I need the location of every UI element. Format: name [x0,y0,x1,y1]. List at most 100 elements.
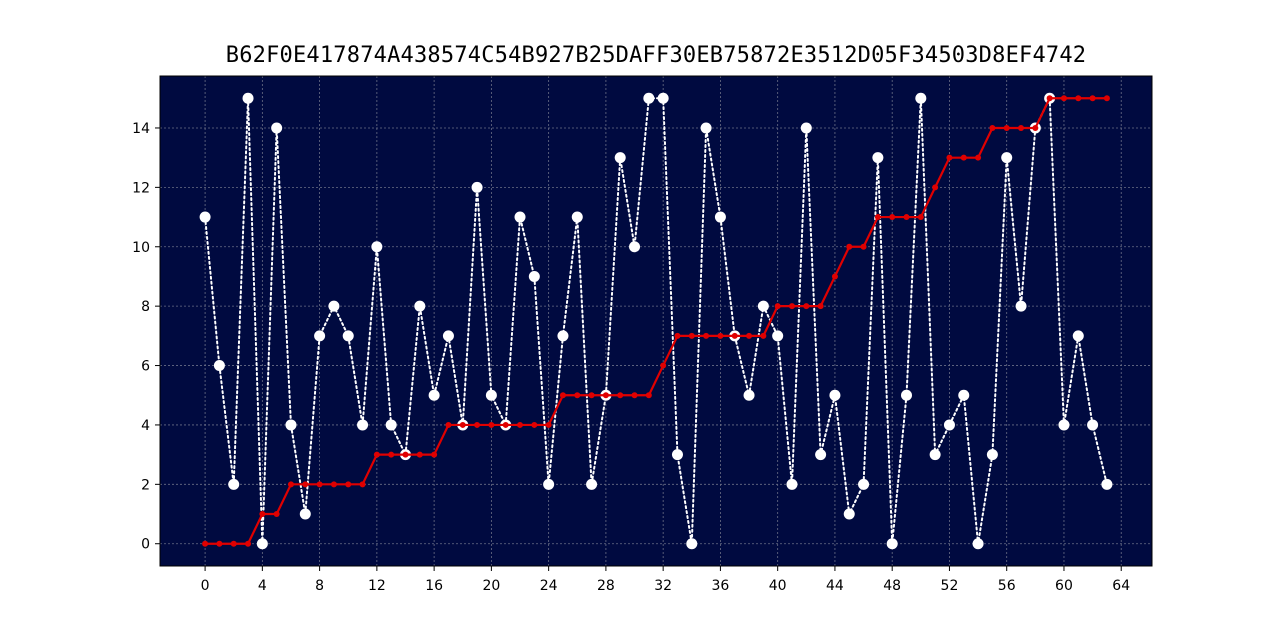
y-tick-label: 2 [141,477,150,493]
series-2-point [674,332,681,339]
series-1-point [958,389,970,401]
y-tick-label: 12 [132,180,150,196]
series-2-point [1003,124,1010,131]
series-1-point [342,330,354,342]
series-2-point [316,481,323,488]
series-2-point [1046,95,1053,102]
series-2-point [831,273,838,280]
series-1-point [757,300,769,312]
series-1-point [271,122,283,134]
series-1-point [700,122,712,134]
series-2-point [517,421,524,428]
series-2-point [717,332,724,339]
series-2-point [903,214,910,221]
series-1-point [929,449,941,461]
series-2-point [1075,95,1082,102]
series-2-point [545,421,552,428]
series-1-point [671,449,683,461]
y-tick-label: 0 [141,537,150,553]
series-2-point [259,511,266,518]
plot-frame [159,75,1153,567]
x-tick-label: 28 [597,578,615,594]
y-tick-label: 6 [141,359,150,375]
series-1-point [586,478,598,490]
series-2-point [731,332,738,339]
series-1-point [972,538,984,550]
series-1-point [285,419,297,431]
x-tick-label: 40 [769,578,787,594]
series-2-point [889,214,896,221]
series-2-point [588,392,595,399]
series-2-point [817,303,824,310]
x-tick-label: 48 [883,578,901,594]
series-1-point [213,360,225,372]
x-tick-label: 0 [201,578,210,594]
series-2-point [1032,124,1039,131]
series-2-point [402,451,409,458]
series-2-point [345,481,352,488]
series-1-point [686,538,698,550]
plot-background [160,76,1152,566]
x-tick-label: 64 [1112,578,1130,594]
series-1-line [204,97,1108,544]
series-1-point [657,92,669,104]
series-2-point [932,184,939,191]
series-2-point [631,392,638,399]
series-2-point [416,451,423,458]
series-1-point [1072,330,1084,342]
series-2-point [746,332,753,339]
series-2-point [788,303,795,310]
series-2-point [359,481,366,488]
series-2-point [1089,95,1096,102]
series-1-point [1001,152,1013,164]
series-1-point [843,508,855,520]
series-1-point [514,211,526,223]
series-2-point [1103,95,1110,102]
series-2-point [917,214,924,221]
series-2-point [989,124,996,131]
series-1-point [442,330,454,342]
series-2-point [975,154,982,161]
series-1-point [943,419,955,431]
y-tick-label: 10 [132,240,150,256]
y-tick-label: 14 [132,121,150,137]
series-1-point [414,300,426,312]
series-2-point [474,421,481,428]
series-1-point [485,389,497,401]
x-tick-label: 32 [654,578,672,594]
series-layer [199,92,1113,550]
series-1-point [772,330,784,342]
x-tick-label: 44 [826,578,844,594]
grid-layer [160,76,1152,566]
series-1-point [829,389,841,401]
series-1-point [557,330,569,342]
x-tick-label: 12 [368,578,386,594]
series-1-point [1015,300,1027,312]
series-2-point [602,392,609,399]
series-1-point [901,389,913,401]
series-1-point [314,330,326,342]
series-1-point [1087,419,1099,431]
series-2-point [202,540,209,547]
series-2-point [302,481,309,488]
series-1-point [629,241,641,253]
series-1-point [815,449,827,461]
series-1-point [228,478,240,490]
series-1-point [786,478,798,490]
x-tick-label: 60 [1055,578,1073,594]
series-1-point [872,152,884,164]
series-1-point [528,270,540,282]
series-1-point [256,538,268,550]
series-2-point [760,332,767,339]
series-1-point [571,211,583,223]
series-1-point [385,419,397,431]
series-1-point [886,538,898,550]
series-1-point [543,478,555,490]
series-2-line [205,97,1107,545]
series-2-point [531,421,538,428]
series-2-point [1018,124,1025,131]
series-1-point [242,92,254,104]
series-2-point [803,303,810,310]
series-2-point [617,392,624,399]
